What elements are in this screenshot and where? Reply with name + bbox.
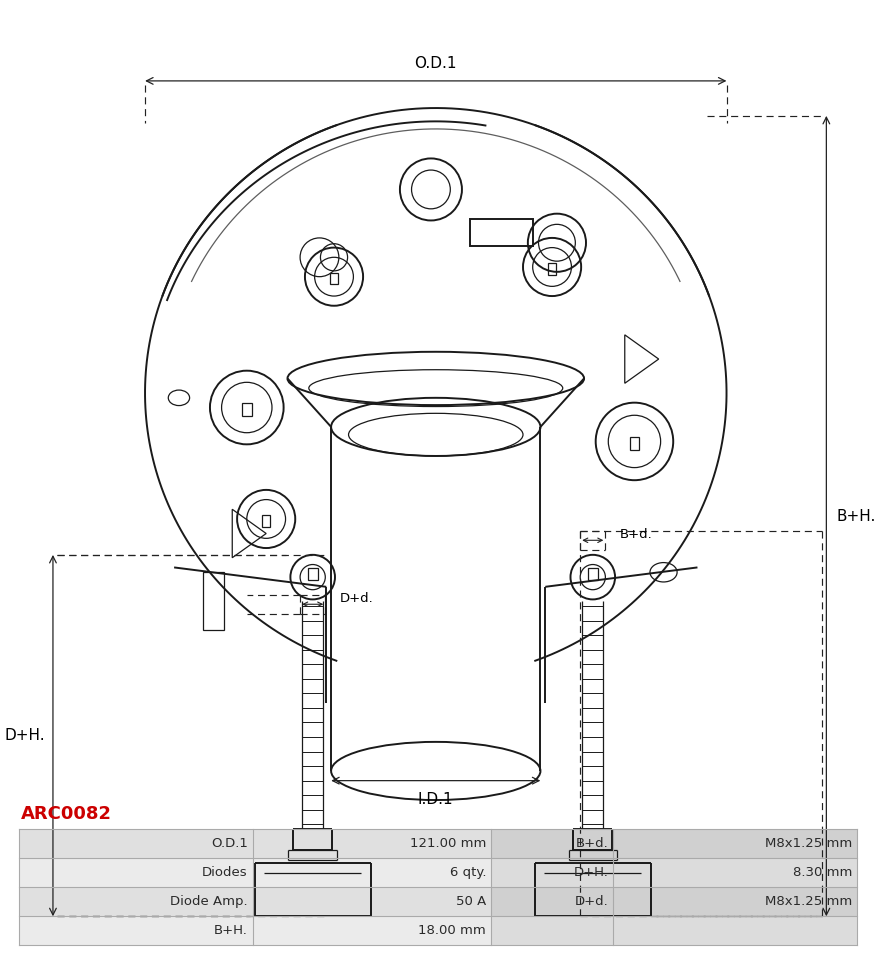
Bar — [19, 887, 491, 917]
Text: 121.00 mm: 121.00 mm — [409, 837, 486, 850]
Text: B+d.: B+d. — [575, 837, 608, 850]
Text: D+d.: D+d. — [340, 592, 373, 605]
Text: M8x1.25 mm: M8x1.25 mm — [765, 895, 852, 908]
Bar — [241, 403, 251, 416]
Text: O.D.1: O.D.1 — [211, 837, 248, 850]
Text: B+H.: B+H. — [213, 924, 248, 937]
Bar — [491, 858, 856, 887]
Text: D+H.: D+H. — [572, 866, 608, 880]
Text: B+d.: B+d. — [619, 528, 652, 541]
Text: Diode Amp.: Diode Amp. — [170, 895, 248, 908]
Text: D+d.: D+d. — [574, 895, 608, 908]
Text: I.D.1: I.D.1 — [418, 792, 453, 808]
Text: 50 A: 50 A — [456, 895, 486, 908]
Text: M8x1.25 mm: M8x1.25 mm — [765, 837, 852, 850]
Bar — [307, 568, 317, 580]
Bar — [330, 272, 337, 284]
Bar — [19, 917, 491, 946]
Bar — [19, 858, 491, 887]
Text: 6 qty.: 6 qty. — [450, 866, 486, 880]
Text: D+H.: D+H. — [4, 728, 45, 743]
Bar — [587, 568, 597, 580]
Bar — [203, 572, 224, 631]
Bar — [19, 829, 491, 858]
Bar — [629, 437, 638, 450]
Bar — [469, 219, 532, 245]
Bar — [491, 887, 856, 917]
Text: O.D.1: O.D.1 — [414, 56, 457, 71]
Text: 8.30 mm: 8.30 mm — [792, 866, 852, 880]
Bar — [262, 515, 270, 526]
Text: 18.00 mm: 18.00 mm — [418, 924, 486, 937]
Bar — [491, 917, 856, 946]
Text: ARC0082: ARC0082 — [21, 806, 112, 823]
Text: B+H.: B+H. — [835, 509, 874, 523]
Bar — [491, 829, 856, 858]
Text: Diodes: Diodes — [202, 866, 248, 880]
Bar — [548, 263, 555, 274]
